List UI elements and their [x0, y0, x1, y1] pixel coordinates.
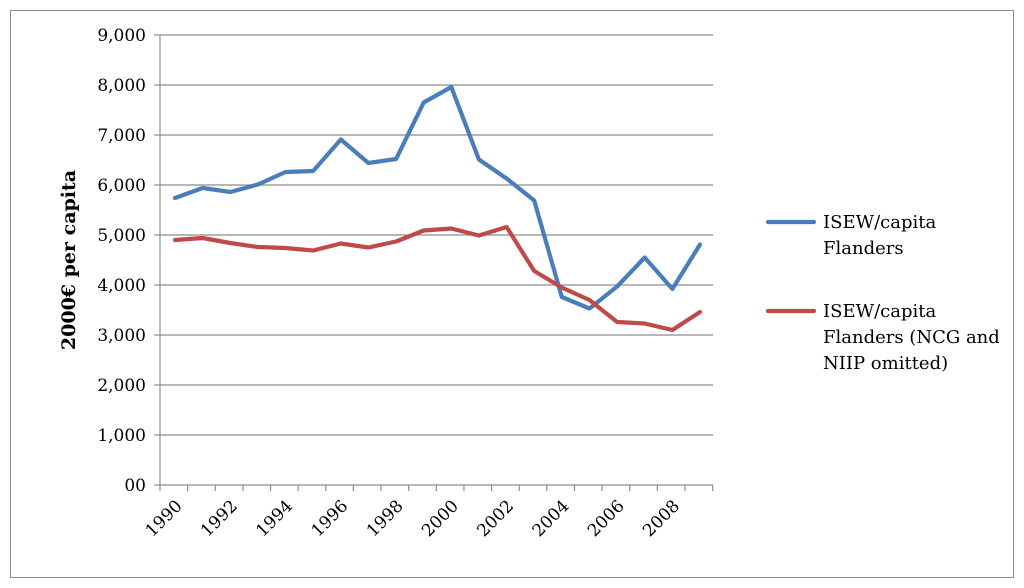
chart-frame [10, 10, 1014, 578]
y-tick-label: 3,000 [97, 326, 146, 346]
x-tick-label: 1996 [308, 496, 353, 541]
x-tick-label: 1990 [142, 496, 187, 541]
y-axis-tick-labels: 00 1,000 2,000 3,000 4,000 5,000 6,000 7,000 8,0… [97, 26, 146, 496]
x-tick-label: 1992 [197, 496, 242, 541]
series-line-2 [172, 224, 703, 333]
y-tick-label: 1,000 [97, 426, 146, 446]
y-tick-label: 2,000 [97, 376, 146, 396]
x-tick-label: 2000 [418, 496, 463, 541]
legend-label: ISEW/capita Flanders (NCG and NIIP omitted… [823, 301, 1000, 374]
y-tick-label: 00 [124, 476, 146, 496]
axes [154, 34, 714, 491]
y-tick-label: 9,000 [97, 26, 146, 46]
y-tick-label: 5,000 [97, 226, 146, 246]
x-tick-label: 2004 [529, 496, 574, 541]
series-line-1 [172, 84, 703, 311]
series-lines [172, 84, 703, 333]
y-tick-label: 8,000 [97, 76, 146, 96]
gridlines [160, 34, 713, 436]
x-tick-label: 1994 [252, 496, 297, 541]
x-tick-label: 2006 [584, 496, 629, 541]
y-axis-title: 2000€ per capita [58, 170, 80, 350]
x-tick-label: 2002 [473, 496, 518, 541]
legend-entry-1: ISEW/capita Flanders [765, 212, 936, 259]
legend-label: ISEW/capita Flanders [823, 212, 936, 259]
y-tick-label: 4,000 [97, 276, 146, 296]
legend-entry-2: ISEW/capita Flanders (NCG and NIIP omitted… [765, 301, 1000, 374]
x-tick-label: 2008 [639, 496, 684, 541]
legend: ISEW/capita Flanders ISEW/capita Flanders (… [765, 212, 1000, 374]
x-axis-tick-labels: 1990 1992 1994 1996 1998 2000 2002 2004 2006 2008 [142, 496, 684, 541]
x-tick-label: 1998 [363, 496, 408, 541]
y-tick-label: 7,000 [97, 126, 146, 146]
y-tick-label: 6,000 [97, 176, 146, 196]
